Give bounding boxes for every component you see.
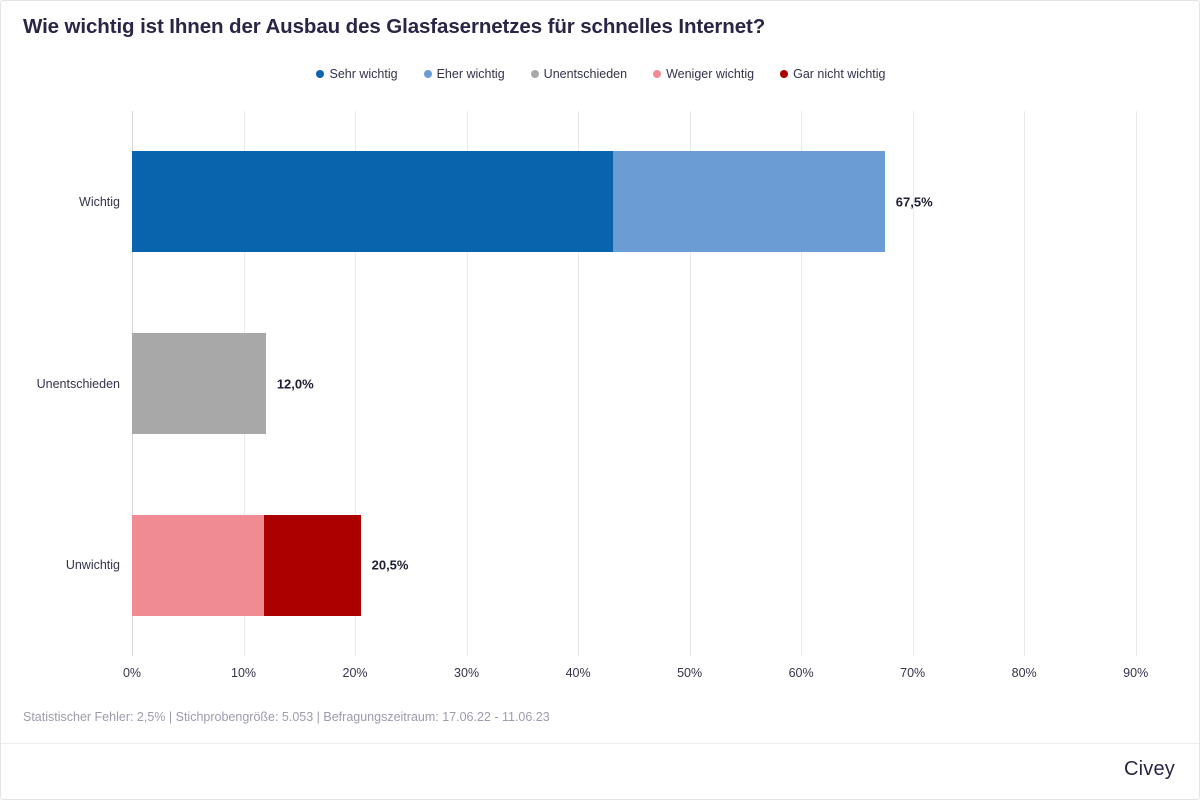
x-tick-label-7: 70% [900, 666, 926, 680]
x-tick-label-9: 90% [1123, 666, 1149, 680]
bar-segment-1[interactable] [612, 151, 885, 253]
legend-item-4[interactable]: Gar nicht wichtig [780, 67, 886, 81]
gridline-6 [801, 111, 803, 656]
y-axis-label-0: Wichtig [79, 194, 120, 209]
x-tick-label-2: 20% [342, 666, 368, 680]
statistics-footnote: Statistischer Fehler: 2,5% | Stichproben… [23, 710, 550, 724]
chart-legend: Sehr wichtig Eher wichtig Unentschieden Wen… [1, 67, 1199, 81]
x-tick-label-0: 0% [122, 666, 142, 680]
y-axis-label-2: Unwichtig [65, 558, 120, 573]
x-tick-label-5: 50% [677, 666, 703, 680]
gridline-9 [1135, 111, 1137, 656]
bar-segment-4[interactable] [263, 514, 361, 616]
legend-item-3[interactable]: Weniger wichtig [653, 67, 754, 81]
bar-row: 20,5% [132, 514, 1158, 616]
bar-row: 67,5% [132, 151, 1158, 253]
gridline-5 [689, 111, 691, 656]
legend-item-label: Eher wichtig [436, 67, 505, 81]
legend-swatch-icon [316, 70, 325, 78]
x-tick-label-1: 10% [231, 666, 257, 680]
x-tick-label-3: 30% [454, 666, 480, 680]
gridline-2 [355, 111, 357, 656]
gridline-3 [466, 111, 468, 656]
gridline-7 [912, 111, 914, 656]
legend-swatch-icon [530, 70, 539, 78]
gridline-8 [1024, 111, 1026, 656]
legend-item-label: Unentschieden [543, 67, 628, 81]
stacked-bar[interactable] [132, 151, 885, 253]
bar-segment-2[interactable] [132, 333, 266, 434]
bar-row: 12,0% [132, 333, 1158, 434]
plot-area: 67,5% 12,0% 20,5% [132, 111, 1158, 656]
x-tick-label-4: 40% [565, 666, 591, 680]
gridline-4 [578, 111, 580, 656]
bar-value-label: 67,5% [895, 194, 933, 210]
x-tick-label-8: 80% [1011, 666, 1037, 680]
bar-segment-3[interactable] [132, 514, 264, 616]
footer-divider [1, 743, 1199, 744]
y-axis-label-1: Unentschieden [36, 376, 120, 391]
x-axis: 0% 10% 20% 30% 40% 50% 60% 70% 80% 90% [123, 656, 1158, 686]
page-title: Wie wichtig ist Ihnen der Ausbau des Gla… [23, 15, 766, 38]
legend-swatch-icon [653, 70, 662, 78]
legend-item-label: Gar nicht wichtig [793, 67, 886, 81]
x-tick-label-6: 60% [788, 666, 814, 680]
civey-logo: Civey [1123, 758, 1175, 780]
legend-item-2[interactable]: Unentschieden [530, 67, 628, 81]
bar-segment-0[interactable] [132, 151, 613, 253]
legend-item-label: Weniger wichtig [666, 67, 755, 81]
stacked-bar[interactable] [132, 514, 361, 616]
bar-value-label: 12,0% [276, 376, 314, 391]
stacked-bar[interactable] [132, 333, 266, 434]
legend-swatch-icon [423, 70, 432, 78]
legend-item-1[interactable]: Eher wichtig [423, 67, 505, 81]
legend-swatch-icon [780, 70, 789, 78]
legend-item-0[interactable]: Sehr wichtig [316, 67, 398, 81]
y-axis-category-labels: Wichtig Unentschieden Unwichtig [1, 111, 120, 656]
legend-item-label: Sehr wichtig [329, 67, 398, 81]
bar-value-label: 20,5% [371, 557, 409, 573]
